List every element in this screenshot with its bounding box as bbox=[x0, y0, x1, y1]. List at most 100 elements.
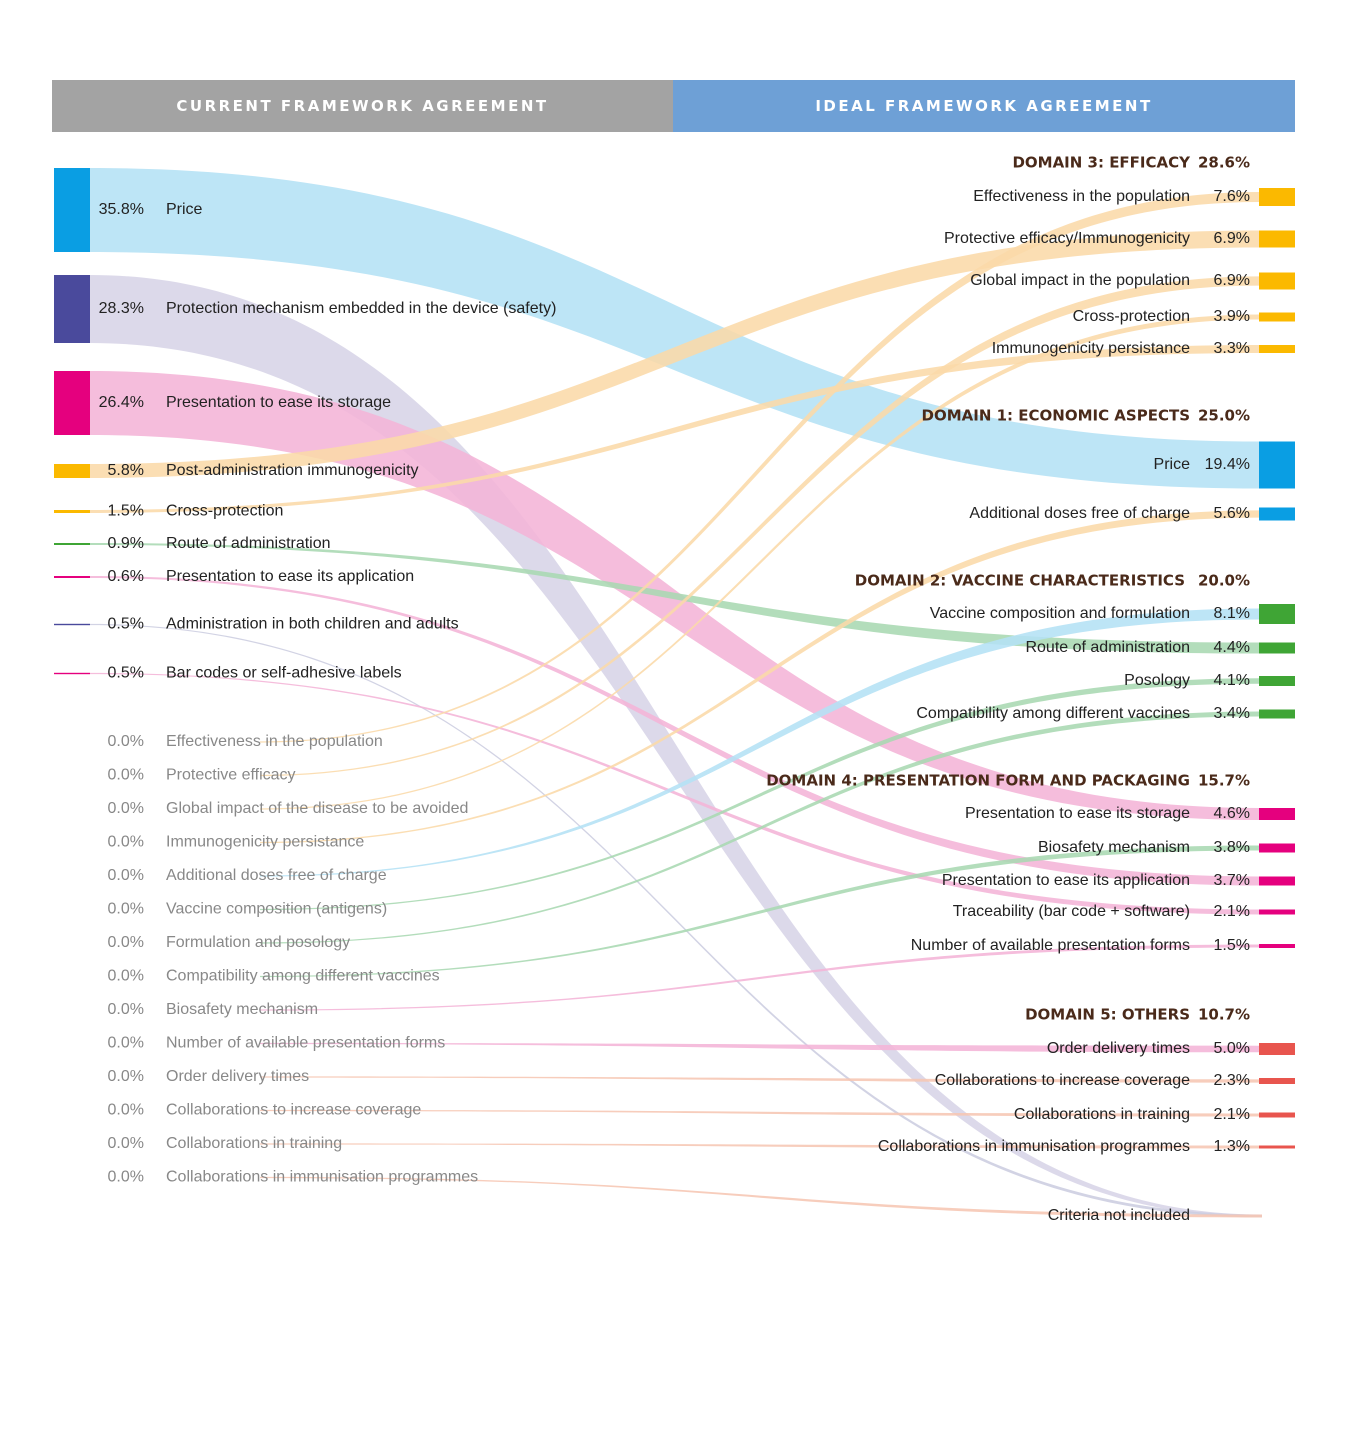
zero-node-pct-Z-global: 0.0% bbox=[108, 800, 144, 817]
zero-node-label-Z-protective: Protective efficacy bbox=[166, 767, 296, 784]
left-node-bar-L-route bbox=[54, 543, 90, 545]
domain-pct-D5: 10.7% bbox=[1198, 1006, 1250, 1024]
flow-Z-doses-to-R-composition bbox=[260, 608, 1259, 877]
right-node-bar-R-delivery bbox=[1259, 1043, 1295, 1055]
left-node-label-L-route: Route of administration bbox=[166, 535, 331, 552]
left-node-bar-L-storage bbox=[54, 371, 90, 435]
left-node-label-L-protection: Protection mechanism embedded in the dev… bbox=[166, 300, 556, 317]
flow-Z-compat-to-R-biosafety bbox=[260, 845, 1259, 978]
right-node-bar-R-posology bbox=[1259, 676, 1295, 686]
right-node-label-R-persistance: Immunogenicity persistance bbox=[992, 340, 1190, 357]
domain-title-D2: DOMAIN 2: VACCINE CHARACTERISTICS bbox=[855, 572, 1185, 590]
flow-L-childadult-to-R-notincluded bbox=[90, 623, 1262, 1218]
right-node-pct-R-posology: 4.1% bbox=[1214, 672, 1250, 689]
domain-title-D3: DOMAIN 3: EFFICACY bbox=[1012, 154, 1191, 172]
flow-L-route-to-R-route bbox=[90, 543, 1259, 654]
right-node-label-R-posology: Posology bbox=[1124, 672, 1190, 689]
right-node-label-R-application: Presentation to ease its application bbox=[942, 872, 1190, 889]
right-node-pct-R-cross: 3.9% bbox=[1214, 308, 1250, 325]
right-node-label-R-training: Collaborations in training bbox=[1014, 1106, 1190, 1123]
right-node-label-R-cross: Cross-protection bbox=[1073, 308, 1190, 325]
left-node-pct-L-route: 0.9% bbox=[108, 535, 144, 552]
zero-node-pct-Z-compat: 0.0% bbox=[108, 968, 144, 985]
right-node-label-R-immprog: Collaborations in immunisation programme… bbox=[878, 1138, 1190, 1155]
domain-pct-D4: 15.7% bbox=[1198, 772, 1250, 790]
right-node-label-R-effectiveness: Effectiveness in the population bbox=[973, 188, 1190, 205]
flow-Z-numforms-to-R-delivery bbox=[260, 1042, 1259, 1053]
domain-pct-D1: 25.0% bbox=[1198, 407, 1250, 425]
zero-node-label-Z-doses: Additional doses free of charge bbox=[166, 867, 387, 884]
right-node-pct-R-immprog: 1.3% bbox=[1214, 1138, 1250, 1155]
header-current-framework: CURRENT FRAMEWORK AGREEMENT bbox=[52, 80, 673, 132]
right-node-pct-R-price: 19.4% bbox=[1205, 456, 1250, 473]
flow-L-price-to-R-price bbox=[90, 168, 1259, 489]
right-node-pct-R-traceability: 2.1% bbox=[1214, 903, 1250, 920]
right-node-bar-R-effectiveness bbox=[1259, 188, 1295, 206]
flow-L-postadmin-to-R-protective bbox=[90, 230, 1259, 478]
right-node-bar-R-protective bbox=[1259, 230, 1295, 248]
right-node-bar-R-compat bbox=[1259, 709, 1295, 719]
right-node-pct-R-application: 3.7% bbox=[1214, 872, 1250, 889]
zero-node-pct-Z-effectiveness: 0.0% bbox=[108, 733, 144, 750]
zero-node-label-Z-numforms: Number of available presentation forms bbox=[166, 1035, 445, 1052]
right-node-pct-R-composition: 8.1% bbox=[1214, 605, 1250, 622]
left-node-bar-L-protection bbox=[54, 275, 90, 343]
zero-node-label-Z-composition: Vaccine composition (antigens) bbox=[166, 901, 387, 918]
zero-node-label-Z-compat: Compatibility among different vaccines bbox=[166, 968, 440, 985]
zero-node-pct-Z-delivery: 0.0% bbox=[108, 1068, 144, 1085]
flow-Z-immprog-to-R-notincluded bbox=[260, 1176, 1262, 1218]
right-node-pct-R-storage: 4.6% bbox=[1214, 805, 1250, 822]
right-node-pct-R-doses: 5.6% bbox=[1214, 505, 1250, 522]
right-node-bar-R-composition bbox=[1259, 604, 1295, 624]
left-node-pct-L-storage: 26.4% bbox=[99, 394, 144, 411]
flow-Z-coverage-to-R-training bbox=[260, 1109, 1259, 1117]
zero-node-pct-Z-persistance: 0.0% bbox=[108, 834, 144, 851]
left-node-pct-L-barcodes: 0.5% bbox=[108, 665, 144, 682]
zero-node-pct-Z-biosafety: 0.0% bbox=[108, 1001, 144, 1018]
right-node-pct-R-biosafety: 3.8% bbox=[1214, 839, 1250, 856]
zero-node-label-Z-global: Global impact of the disease to be avoid… bbox=[166, 800, 468, 817]
right-node-label-R-doses: Additional doses free of charge bbox=[969, 505, 1190, 522]
right-node-bar-R-route bbox=[1259, 642, 1295, 654]
right-node-bar-R-doses bbox=[1259, 507, 1295, 521]
right-node-pct-R-route: 4.4% bbox=[1214, 639, 1250, 656]
right-node-bar-R-global bbox=[1259, 272, 1295, 290]
left-node-pct-L-crossprot: 1.5% bbox=[108, 503, 144, 520]
zero-node-pct-Z-protective: 0.0% bbox=[108, 767, 144, 784]
right-node-bar-R-application bbox=[1259, 876, 1295, 886]
nodes-layer bbox=[54, 168, 1295, 1149]
right-node-label-R-global: Global impact in the population bbox=[970, 272, 1190, 289]
left-node-label-L-storage: Presentation to ease its storage bbox=[166, 394, 391, 411]
header-ideal-framework: IDEAL FRAMEWORK AGREEMENT bbox=[673, 80, 1295, 132]
left-node-bar-L-application bbox=[54, 576, 90, 578]
right-node-bar-R-biosafety bbox=[1259, 843, 1295, 853]
flow-L-barcodes-to-R-traceability bbox=[90, 672, 1259, 915]
right-node-bar-R-cross bbox=[1259, 312, 1295, 322]
left-node-bar-L-barcodes bbox=[54, 672, 90, 675]
zero-node-label-Z-delivery: Order delivery times bbox=[166, 1068, 309, 1085]
flow-Z-delivery-to-R-coverage bbox=[260, 1076, 1259, 1083]
right-node-pct-R-coverage: 2.3% bbox=[1214, 1072, 1250, 1089]
flow-Z-biosafety-to-R-numforms bbox=[260, 944, 1259, 1011]
flow-Z-global-to-R-cross bbox=[260, 314, 1259, 810]
left-node-label-L-postadmin: Post-administration immunogenicity bbox=[166, 462, 419, 479]
domain-title-D5: DOMAIN 5: OTHERS bbox=[1025, 1006, 1190, 1024]
flow-Z-training-to-R-immprog bbox=[260, 1143, 1259, 1149]
right-node-bar-R-training bbox=[1259, 1112, 1295, 1118]
right-node-bar-R-numforms bbox=[1259, 944, 1295, 948]
left-node-pct-L-childadult: 0.5% bbox=[108, 616, 144, 633]
left-node-pct-L-application: 0.6% bbox=[108, 568, 144, 585]
right-node-label-R-protective: Protective efficacy/Immunogenicity bbox=[944, 230, 1190, 247]
zero-node-pct-Z-formulation: 0.0% bbox=[108, 934, 144, 951]
flow-L-protection-to-R-notincluded bbox=[90, 275, 1262, 1218]
right-node-pct-R-training: 2.1% bbox=[1214, 1106, 1250, 1123]
zero-node-label-Z-biosafety: Biosafety mechanism bbox=[166, 1001, 318, 1018]
left-node-label-L-price: Price bbox=[166, 201, 203, 218]
left-node-bar-L-childadult bbox=[54, 623, 90, 626]
domain-pct-D3: 28.6% bbox=[1198, 154, 1250, 172]
flow-L-crossprot-to-R-persistance bbox=[90, 345, 1259, 513]
zero-node-label-Z-training: Collaborations in training bbox=[166, 1135, 342, 1152]
zero-node-label-Z-coverage: Collaborations to increase coverage bbox=[166, 1102, 421, 1119]
right-node-pct-R-compat: 3.4% bbox=[1214, 705, 1250, 722]
